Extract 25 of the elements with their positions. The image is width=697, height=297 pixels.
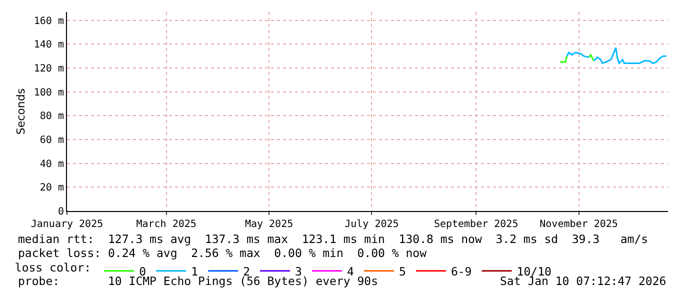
- y-tick-label: 0: [58, 206, 64, 218]
- text: packet loss: 0.24 % avg 2.56 % max 0.00 % min 0.00 % now: [18, 246, 427, 260]
- x-tick-label: March 2025: [136, 219, 196, 230]
- legend-label: 10/10: [516, 264, 552, 278]
- y-tick-label: 60 m: [40, 135, 64, 146]
- legend-label: 5: [399, 264, 406, 278]
- y-axis-title: Seconds: [14, 88, 28, 135]
- x-tick-label: January 2025: [30, 219, 104, 230]
- y-tick-label: 100 m: [34, 87, 64, 98]
- y-tick-label: 140 m: [34, 40, 64, 51]
- x-tick-label: September 2025: [434, 219, 518, 230]
- x-tick-label: May 2025: [244, 219, 294, 230]
- legend-label: 1: [191, 264, 198, 278]
- y-tick-label: 160 m: [34, 16, 64, 27]
- y-tick-label: 120 m: [34, 64, 64, 75]
- text: median rtt: 127.3 ms avg 137.3 ms max 123.1 ms min 130.8 ms now 3.2 ms sd 39.3 am/s: [18, 232, 648, 246]
- y-tick-label: 80 m: [40, 111, 64, 122]
- y-tick-label: 40 m: [40, 158, 64, 170]
- legend-label: 4: [347, 264, 354, 278]
- legend-label: 3: [295, 264, 302, 278]
- x-tick-label: July 2025: [344, 219, 399, 230]
- x-tick-label: November 2025: [540, 219, 618, 230]
- legend-title: loss color:: [14, 260, 92, 274]
- legend-label: 6-9: [450, 264, 472, 278]
- y-tick-label: 20 m: [40, 182, 64, 194]
